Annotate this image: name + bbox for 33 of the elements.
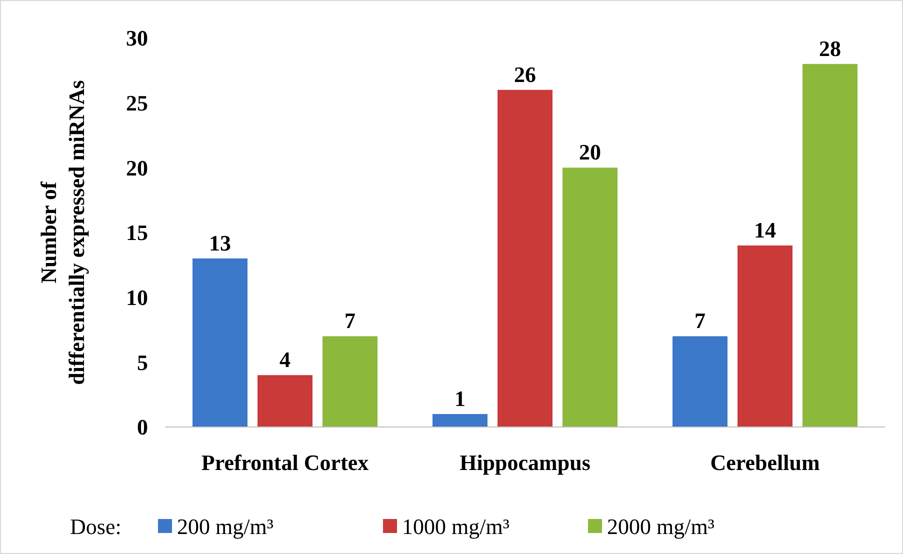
data-label: 14	[754, 217, 776, 242]
y-tick-label: 25	[126, 90, 148, 116]
bar	[258, 375, 312, 427]
legend-label: 2000 mg/m³	[607, 514, 715, 539]
bar	[802, 64, 858, 427]
bar	[672, 336, 728, 427]
data-label: 4	[280, 347, 290, 372]
bar	[738, 245, 792, 427]
y-tick-label: 20	[126, 155, 148, 180]
data-label: 1	[454, 386, 466, 412]
bar	[322, 336, 378, 427]
y-tick-label: 5	[137, 350, 148, 375]
y-tick-label: 15	[126, 220, 148, 246]
bar	[432, 414, 488, 427]
y-axis-title: Number of differentially expressed miRNAs	[36, 80, 89, 385]
data-label: 7	[344, 308, 356, 334]
legend-label: 200 mg/m³	[177, 514, 274, 539]
legend-label: 1000 mg/m³	[402, 514, 510, 539]
bar	[498, 90, 552, 427]
data-label: 7	[694, 308, 706, 334]
data-label: 28	[819, 36, 841, 61]
data-label: 26	[514, 62, 536, 87]
x-tick-label: Hippocampus	[460, 450, 591, 475]
legend-title: Dose:	[70, 514, 122, 539]
bar	[562, 168, 618, 427]
x-tick-label: Cerebellum	[710, 450, 820, 475]
y-tick-label: 30	[126, 26, 148, 51]
y-tick-label: 10	[126, 285, 148, 310]
data-label: 13	[209, 230, 231, 256]
bar	[192, 258, 248, 427]
data-label: 20	[579, 140, 601, 165]
y-tick-label: 0	[137, 414, 148, 440]
x-tick-label: Prefrontal Cortex	[201, 450, 369, 475]
